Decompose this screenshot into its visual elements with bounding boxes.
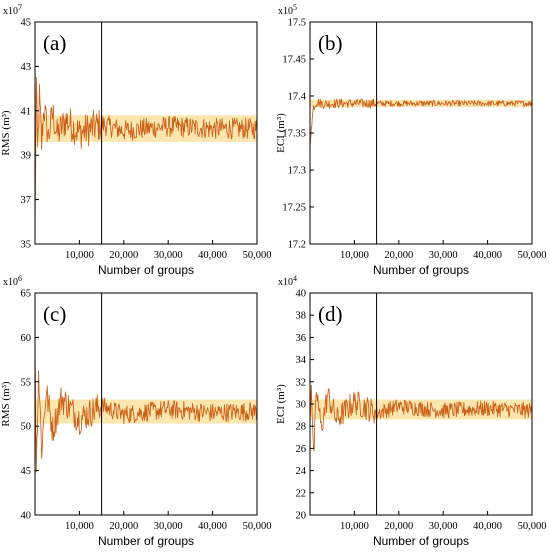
x-tick-label: 50,000 xyxy=(518,250,547,261)
y-tick-label: 17.2 xyxy=(288,240,306,251)
x-tick-label: 40,000 xyxy=(473,521,502,532)
y-tick-label: 36 xyxy=(296,333,307,344)
y-tick-label: 43 xyxy=(21,62,32,73)
chart-panel-2: 17.2 17.25 17.3 17.35 17.4 17.45 17.5 10,000 20,… xyxy=(275,3,546,277)
panel-label: (d) xyxy=(318,302,343,326)
y-tick-label: 50 xyxy=(21,422,32,433)
x-tick-label: 20,000 xyxy=(109,521,138,532)
plot-frame xyxy=(34,21,258,245)
y-tick-label: 20 xyxy=(296,511,307,522)
y-tick-label: 40 xyxy=(21,511,32,522)
plot-frame xyxy=(34,292,258,516)
x-tick-label: 10,000 xyxy=(65,250,94,261)
y-tick-label: 45 xyxy=(21,466,32,477)
y-axis-title: RMS (m³) xyxy=(0,381,12,427)
axis-multiplier: x106 xyxy=(3,274,22,288)
y-tick-label: 17.5 xyxy=(288,18,306,29)
axis-multiplier: x104 xyxy=(278,274,297,288)
y-tick-label: 32 xyxy=(296,377,307,388)
y-tick-label: 17.4 xyxy=(288,92,307,103)
plot-frame xyxy=(309,21,533,245)
y-tick-label: 45 xyxy=(21,18,32,29)
x-tick-label: 20,000 xyxy=(384,521,413,532)
y-tick-label: 41 xyxy=(21,106,32,117)
x-tick-label: 20,000 xyxy=(109,250,138,261)
y-tick-label: 28 xyxy=(296,422,307,433)
y-tick-label: 39 xyxy=(21,151,32,162)
y-axis-title: RMS (m³) xyxy=(0,110,12,156)
panel-label: (b) xyxy=(318,31,343,55)
y-tick-label: 34 xyxy=(296,355,307,366)
y-tick-label: 40 xyxy=(296,289,307,300)
series-line-overlay xyxy=(34,340,258,472)
x-tick-label: 20,000 xyxy=(384,250,413,261)
x-tick-label: 30,000 xyxy=(429,521,458,532)
y-tick-label: 55 xyxy=(21,377,32,388)
y-tick-label: 65 xyxy=(21,289,32,300)
chart-panel-1: 35 37 39 41 43 45 10,000 20,000 30,000 40,000 50,0… xyxy=(0,3,271,277)
y-tick-label: 17.35 xyxy=(282,129,306,140)
chart-panel-4: 20 22 24 26 28 30 32 34 36 38 40 10,000 20,000 30,000… xyxy=(275,274,546,548)
series-line xyxy=(34,77,258,228)
x-tick-label: 40,000 xyxy=(198,250,227,261)
x-tick-label: 10,000 xyxy=(65,521,94,532)
y-tick-label: 26 xyxy=(296,444,307,455)
x-tick-label: 40,000 xyxy=(198,521,227,532)
chart-panel-3: 40 45 50 55 60 65 10,000 20,000 30,000 40,000 50,0… xyxy=(0,274,271,548)
x-axis-title: Number of groups xyxy=(373,263,469,277)
axis-multiplier: x105 xyxy=(278,3,297,17)
x-tick-label: 50,000 xyxy=(243,250,272,261)
y-tick-label: 17.25 xyxy=(282,203,306,214)
y-tick-label: 37 xyxy=(21,195,32,206)
series-line-overlay xyxy=(34,77,258,228)
x-tick-label: 50,000 xyxy=(243,521,272,532)
y-tick-label: 60 xyxy=(21,333,32,344)
x-tick-label: 30,000 xyxy=(154,250,183,261)
x-tick-label: 30,000 xyxy=(429,250,458,261)
x-tick-label: 30,000 xyxy=(154,521,183,532)
panel-label: (c) xyxy=(43,302,66,326)
x-tick-label: 40,000 xyxy=(473,250,502,261)
y-tick-label: 30 xyxy=(296,400,307,411)
y-tick-label: 17.45 xyxy=(282,55,306,66)
y-tick-label: 35 xyxy=(21,240,32,251)
y-tick-label: 22 xyxy=(296,488,307,499)
y-axis-title: ECI (m³) xyxy=(275,384,287,424)
y-tick-label: 24 xyxy=(296,466,307,477)
x-axis-title: Number of groups xyxy=(98,534,194,548)
series-line-overlay xyxy=(309,98,533,147)
x-tick-label: 10,000 xyxy=(340,250,369,261)
y-tick-label: 38 xyxy=(296,311,307,322)
y-tick-label: 17.3 xyxy=(288,166,306,177)
convergence-band xyxy=(310,99,532,108)
series-line-overlay xyxy=(309,385,533,452)
y-axis-title: ECI (m³) xyxy=(275,113,287,153)
axis-multiplier: x107 xyxy=(3,3,22,17)
x-tick-label: 10,000 xyxy=(340,521,369,532)
x-tick-label: 50,000 xyxy=(518,521,547,532)
x-axis-title: Number of groups xyxy=(98,263,194,277)
panel-label: (a) xyxy=(43,31,66,55)
x-axis-title: Number of groups xyxy=(373,534,469,548)
